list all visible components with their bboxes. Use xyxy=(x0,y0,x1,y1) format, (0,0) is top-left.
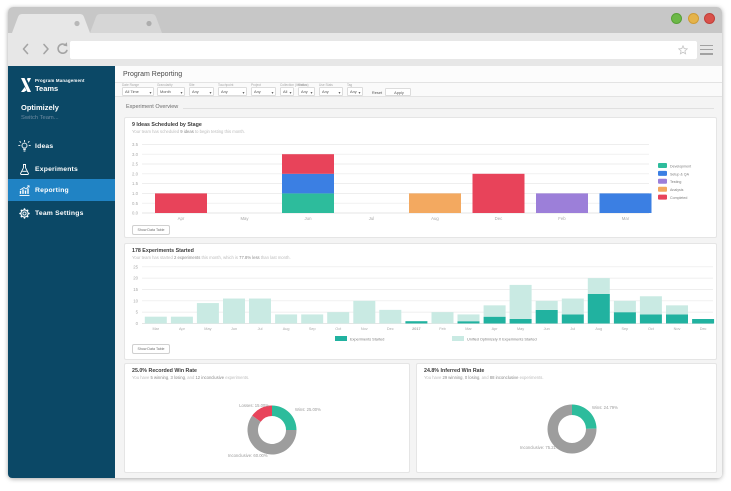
svg-text:0: 0 xyxy=(136,321,139,326)
svg-text:Jun: Jun xyxy=(231,327,237,331)
svg-text:2017: 2017 xyxy=(412,327,420,331)
svg-text:Dec: Dec xyxy=(700,327,707,331)
svg-text:Experiments Started: Experiments Started xyxy=(350,337,384,341)
svg-text:3.5: 3.5 xyxy=(132,142,139,147)
svg-text:Feb: Feb xyxy=(558,216,566,221)
svg-text:Completed: Completed xyxy=(670,196,687,200)
svg-text:Inconclusive: 75.21%: Inconclusive: 75.21% xyxy=(520,445,560,450)
svg-text:Nov: Nov xyxy=(361,327,368,331)
svg-text:Jun: Jun xyxy=(305,216,313,221)
svg-text:May: May xyxy=(204,327,211,331)
svg-text:Feb: Feb xyxy=(439,327,446,331)
svg-text:Jun: Jun xyxy=(544,327,550,331)
svg-text:Aug: Aug xyxy=(595,327,602,331)
svg-text:2.5: 2.5 xyxy=(132,162,139,167)
svg-text:May: May xyxy=(517,327,524,331)
svg-text:0.5: 0.5 xyxy=(132,201,139,206)
svg-text:5: 5 xyxy=(136,310,139,315)
svg-text:Setup & QA: Setup & QA xyxy=(670,172,690,176)
svg-text:Testing: Testing xyxy=(670,180,681,184)
svg-text:Wins: 24.79%: Wins: 24.79% xyxy=(592,405,618,410)
svg-text:Oct: Oct xyxy=(335,327,342,331)
svg-text:Apr: Apr xyxy=(492,327,499,331)
svg-text:Mar: Mar xyxy=(622,216,630,221)
svg-text:Jul: Jul xyxy=(570,327,575,331)
svg-text:Dec: Dec xyxy=(387,327,394,331)
svg-text:Oct: Oct xyxy=(648,327,655,331)
svg-text:May: May xyxy=(240,216,249,221)
svg-text:1.0: 1.0 xyxy=(132,191,139,196)
svg-text:Apr: Apr xyxy=(178,216,185,221)
svg-text:Aug: Aug xyxy=(283,327,290,331)
svg-text:Sep: Sep xyxy=(309,327,316,331)
svg-text:2.0: 2.0 xyxy=(132,171,139,176)
svg-text:20: 20 xyxy=(133,276,138,281)
svg-text:Aug: Aug xyxy=(431,216,439,221)
svg-text:10: 10 xyxy=(133,298,138,303)
svg-text:Mar: Mar xyxy=(465,327,472,331)
svg-text:Nov: Nov xyxy=(674,327,681,331)
svg-text:Jul: Jul xyxy=(369,216,375,221)
svg-text:Wins: 25.00%: Wins: 25.00% xyxy=(295,407,321,412)
svg-text:15: 15 xyxy=(133,287,138,292)
svg-text:25: 25 xyxy=(133,264,138,269)
svg-text:Dec: Dec xyxy=(495,216,503,221)
svg-text:3.0: 3.0 xyxy=(132,152,139,157)
svg-text:Jul: Jul xyxy=(258,327,263,331)
svg-text:Analysis: Analysis xyxy=(670,188,684,192)
svg-text:Unified Optimizely X Experimen: Unified Optimizely X Experiments Started xyxy=(467,337,537,341)
svg-text:Losses: 15.00%: Losses: 15.00% xyxy=(239,403,269,408)
svg-text:Mar: Mar xyxy=(153,327,160,331)
svg-text:Sep: Sep xyxy=(622,327,629,331)
svg-text:1.5: 1.5 xyxy=(132,181,139,186)
svg-text:0.0: 0.0 xyxy=(132,211,139,216)
svg-text:Development: Development xyxy=(670,164,691,168)
svg-text:Inconclusive: 60.00%: Inconclusive: 60.00% xyxy=(228,453,268,458)
svg-text:Apr: Apr xyxy=(179,327,186,331)
